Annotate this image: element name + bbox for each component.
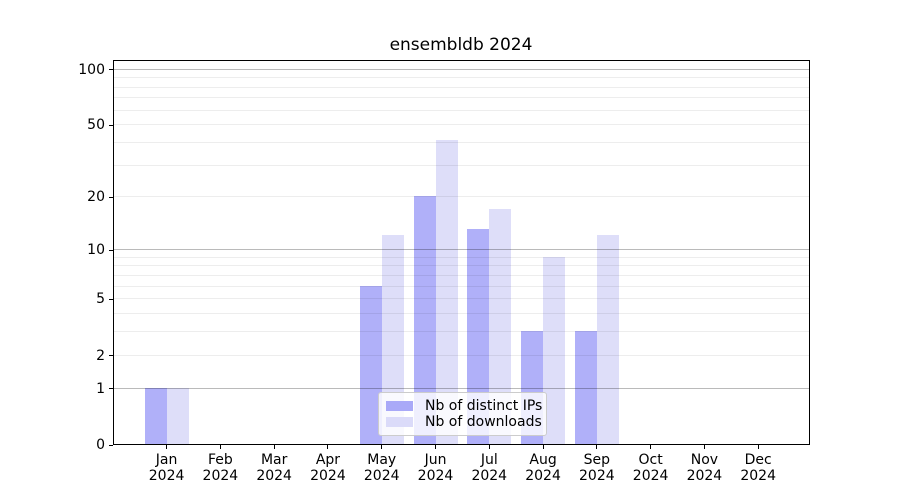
y-tick-mark-10 (109, 249, 113, 251)
x-tick-mark-aug-2024 (542, 445, 544, 449)
gridline-6 (114, 285, 809, 287)
y-tick-label-1: 1 (96, 380, 105, 397)
bar-nb-of-downloads-jun-2024 (435, 140, 458, 444)
x-tick-label-jan-2024: Jan 2024 (148, 452, 185, 484)
x-tick-mark-jul-2024 (488, 445, 490, 449)
bar-nb-of-distinct-ips-may-2024 (359, 285, 382, 444)
x-tick-label-may-2024: May 2024 (363, 452, 400, 484)
x-tick-label-feb-2024: Feb 2024 (202, 452, 239, 484)
plot-area (113, 60, 810, 445)
legend-item-distinct-ips: Nb of distinct IPs (386, 398, 542, 414)
bar-nb-of-distinct-ips-jul-2024 (467, 229, 490, 444)
bar-nb-of-downloads-may-2024 (381, 235, 404, 444)
y-tick-label-5: 5 (96, 291, 105, 308)
bar-nb-of-distinct-ips-sep-2024 (574, 331, 597, 444)
legend-swatch-downloads (386, 417, 413, 427)
y-tick-mark-100 (109, 69, 113, 71)
gridline-3 (114, 331, 809, 333)
gridline-50 (114, 124, 809, 126)
x-tick-mark-oct-2024 (650, 445, 652, 449)
x-tick-mark-apr-2024 (327, 445, 329, 449)
x-tick-mark-jun-2024 (435, 445, 436, 449)
x-tick-label-apr-2024: Apr 2024 (310, 452, 346, 484)
x-tick-mark-sep-2024 (596, 445, 598, 449)
x-tick-mark-feb-2024 (219, 445, 221, 449)
gridline-1 (114, 387, 809, 389)
x-tick-label-jun-2024: Jun 2024 (417, 452, 454, 484)
gridline-4 (114, 313, 809, 315)
x-tick-label-jul-2024: Jul 2024 (471, 452, 508, 484)
y-tick-mark-5 (109, 298, 113, 300)
y-tick-mark-1 (109, 388, 113, 390)
y-tick-mark-20 (109, 196, 113, 198)
y-tick-mark-0 (109, 444, 113, 446)
legend: Nb of distinct IPs Nb of downloads (378, 392, 547, 436)
legend-label-distinct-ips: Nb of distinct IPs (425, 398, 543, 414)
x-tick-label-oct-2024: Oct 2024 (632, 452, 669, 484)
x-tick-mark-nov-2024 (703, 445, 705, 449)
y-tick-mark-50 (109, 124, 113, 126)
x-tick-label-sep-2024: Sep 2024 (579, 452, 615, 484)
bar-nb-of-distinct-ips-jun-2024 (413, 196, 436, 444)
x-tick-label-aug-2024: Aug 2024 (525, 452, 561, 484)
chart-title: ensembldb 2024 (389, 35, 533, 55)
legend-label-downloads: Nb of downloads (425, 414, 542, 430)
gridline-2 (114, 354, 809, 356)
gridline-20 (114, 196, 809, 198)
gridline-100 (114, 68, 809, 70)
gridline-8 (114, 265, 809, 267)
gridline-80 (114, 86, 809, 88)
bar-nb-of-downloads-jul-2024 (489, 209, 512, 444)
x-tick-mark-mar-2024 (273, 445, 275, 449)
y-tick-label-0: 0 (96, 437, 105, 453)
legend-item-downloads: Nb of downloads (386, 414, 542, 430)
gridline-9 (114, 256, 809, 258)
y-tick-label-50: 50 (87, 117, 105, 134)
y-tick-label-10: 10 (87, 242, 105, 259)
gridline-70 (114, 97, 809, 99)
gridline-7 (114, 274, 809, 276)
bar-nb-of-downloads-sep-2024 (596, 235, 619, 444)
bar-nb-of-downloads-jan-2024 (166, 387, 189, 444)
x-tick-label-dec-2024: Dec 2024 (740, 452, 776, 484)
gridline-5 (114, 298, 809, 300)
x-tick-label-mar-2024: Mar 2024 (256, 452, 292, 484)
bar-nb-of-downloads-aug-2024 (543, 256, 566, 444)
gridline-60 (114, 109, 809, 111)
x-tick-mark-may-2024 (381, 445, 383, 449)
x-tick-label-nov-2024: Nov 2024 (686, 452, 723, 484)
y-tick-mark-2 (109, 355, 113, 357)
legend-swatch-distinct-ips (386, 401, 413, 411)
gridline-30 (114, 164, 809, 166)
gridline-90 (114, 77, 809, 79)
y-tick-label-100: 100 (78, 61, 105, 78)
bar-nb-of-distinct-ips-jan-2024 (144, 387, 167, 444)
y-tick-label-20: 20 (87, 189, 105, 206)
x-tick-mark-dec-2024 (757, 445, 759, 449)
gridline-10 (114, 249, 809, 251)
x-tick-mark-jan-2024 (166, 445, 168, 449)
y-tick-label-2: 2 (96, 347, 105, 364)
gridline-40 (114, 142, 809, 144)
